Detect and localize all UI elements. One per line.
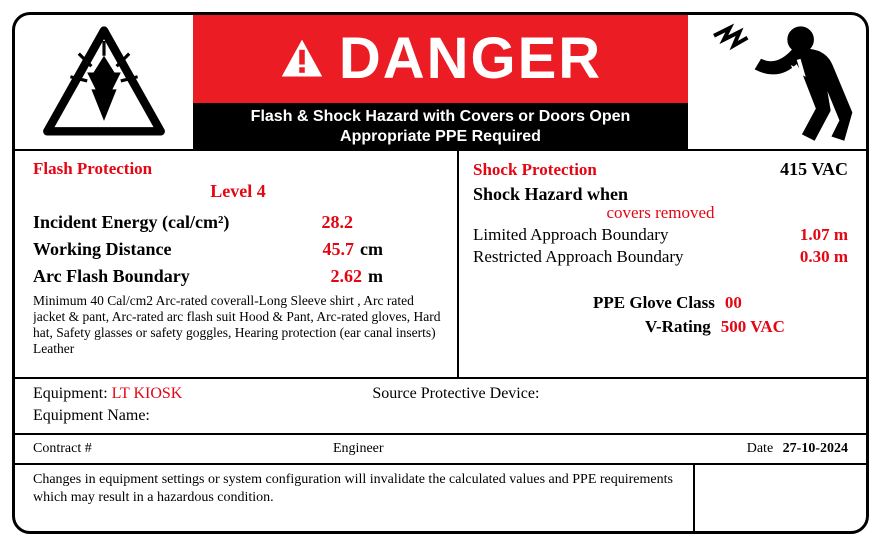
source-label: Source Protective Device: bbox=[372, 385, 539, 403]
limited-value: 1.07 m bbox=[800, 225, 848, 245]
protection-row: Flash Protection Level 4 Incident Energy… bbox=[15, 151, 866, 379]
working-distance-row: Working Distance 45.7cm bbox=[33, 239, 443, 260]
hazard-line-2: Appropriate PPE Required bbox=[340, 127, 541, 147]
flash-title: Flash Protection bbox=[33, 159, 443, 179]
work-label: Working Distance bbox=[33, 239, 172, 260]
danger-banner: DANGER bbox=[193, 15, 688, 103]
engineer-label: Engineer bbox=[333, 441, 648, 457]
afb-row: Arc Flash Boundary 2.62m bbox=[33, 266, 443, 287]
equipment-panel: Equipment: LT KIOSK Source Protective De… bbox=[15, 379, 866, 435]
equipment-value: LT KIOSK bbox=[112, 385, 183, 403]
shock-voltage: 415 VAC bbox=[780, 159, 848, 180]
restricted-label: Restricted Approach Boundary bbox=[473, 247, 684, 267]
work-value: 45.7cm bbox=[323, 239, 383, 260]
vrating-label: V-Rating bbox=[645, 317, 711, 337]
hazard-icon-left bbox=[15, 15, 193, 149]
danger-word: DANGER bbox=[339, 30, 602, 88]
arc-flash-triangle-icon bbox=[41, 24, 167, 140]
incident-label: Incident Energy (cal/cm²) bbox=[33, 212, 229, 233]
glove-class-row: PPE Glove Class 00 bbox=[473, 293, 848, 313]
hazard-icon-right bbox=[688, 15, 866, 149]
arc-flash-label: DANGER Flash & Shock Hazard with Covers … bbox=[12, 12, 869, 534]
vrating-value: 500 VAC bbox=[721, 317, 785, 337]
vrating-row: V-Rating 500 VAC bbox=[473, 317, 848, 337]
afb-value: 2.62m bbox=[331, 266, 384, 287]
hazard-line-1: Flash & Shock Hazard with Covers or Door… bbox=[251, 107, 631, 127]
ppe-description: Minimum 40 Cal/cm2 Arc-rated coverall-Lo… bbox=[33, 293, 443, 353]
restricted-row: Restricted Approach Boundary 0.30 m bbox=[473, 247, 848, 267]
equipment-name-label: Equipment Name: bbox=[33, 407, 848, 425]
shock-protection-panel: Shock Protection 415 VAC Shock Hazard wh… bbox=[459, 151, 866, 377]
equipment-line-1: Equipment: LT KIOSK Source Protective De… bbox=[33, 385, 848, 403]
afb-label: Arc Flash Boundary bbox=[33, 266, 190, 287]
shock-title: Shock Protection bbox=[473, 160, 597, 180]
header: DANGER Flash & Shock Hazard with Covers … bbox=[15, 15, 866, 151]
warning-triangle-icon bbox=[279, 36, 325, 82]
limited-label: Limited Approach Boundary bbox=[473, 225, 668, 245]
danger-block: DANGER Flash & Shock Hazard with Covers … bbox=[193, 15, 688, 149]
glove-value: 00 bbox=[725, 293, 742, 313]
covers-removed: covers removed bbox=[473, 203, 848, 223]
flash-protection-panel: Flash Protection Level 4 Incident Energy… bbox=[15, 151, 459, 377]
glove-label: PPE Glove Class bbox=[593, 293, 715, 313]
incident-energy-row: Incident Energy (cal/cm²) 28.2 bbox=[33, 212, 443, 233]
ppe-glove-block: PPE Glove Class 00 V-Rating 500 VAC bbox=[473, 289, 848, 337]
disclaimer-empty-box bbox=[695, 465, 866, 531]
disclaimer-text: Changes in equipment settings or system … bbox=[15, 465, 695, 531]
date-label: Date bbox=[747, 441, 773, 456]
contract-label: Contract # bbox=[33, 441, 333, 457]
flash-level: Level 4 bbox=[33, 181, 443, 202]
disclaimer-row: Changes in equipment settings or system … bbox=[15, 465, 866, 531]
equipment-label: Equipment: bbox=[33, 385, 108, 403]
date-cell: Date 27-10-2024 bbox=[648, 441, 848, 457]
shock-person-icon bbox=[697, 18, 857, 146]
shock-hazard-when: Shock Hazard when bbox=[473, 184, 848, 205]
restricted-value: 0.30 m bbox=[800, 247, 848, 267]
shock-top-row: Shock Protection 415 VAC bbox=[473, 159, 848, 180]
incident-value: 28.2 bbox=[322, 212, 354, 233]
date-value: 27-10-2024 bbox=[783, 441, 848, 456]
limited-row: Limited Approach Boundary 1.07 m bbox=[473, 225, 848, 245]
meta-row: Contract # Engineer Date 27-10-2024 bbox=[15, 435, 866, 465]
danger-subtext: Flash & Shock Hazard with Covers or Door… bbox=[193, 103, 688, 151]
